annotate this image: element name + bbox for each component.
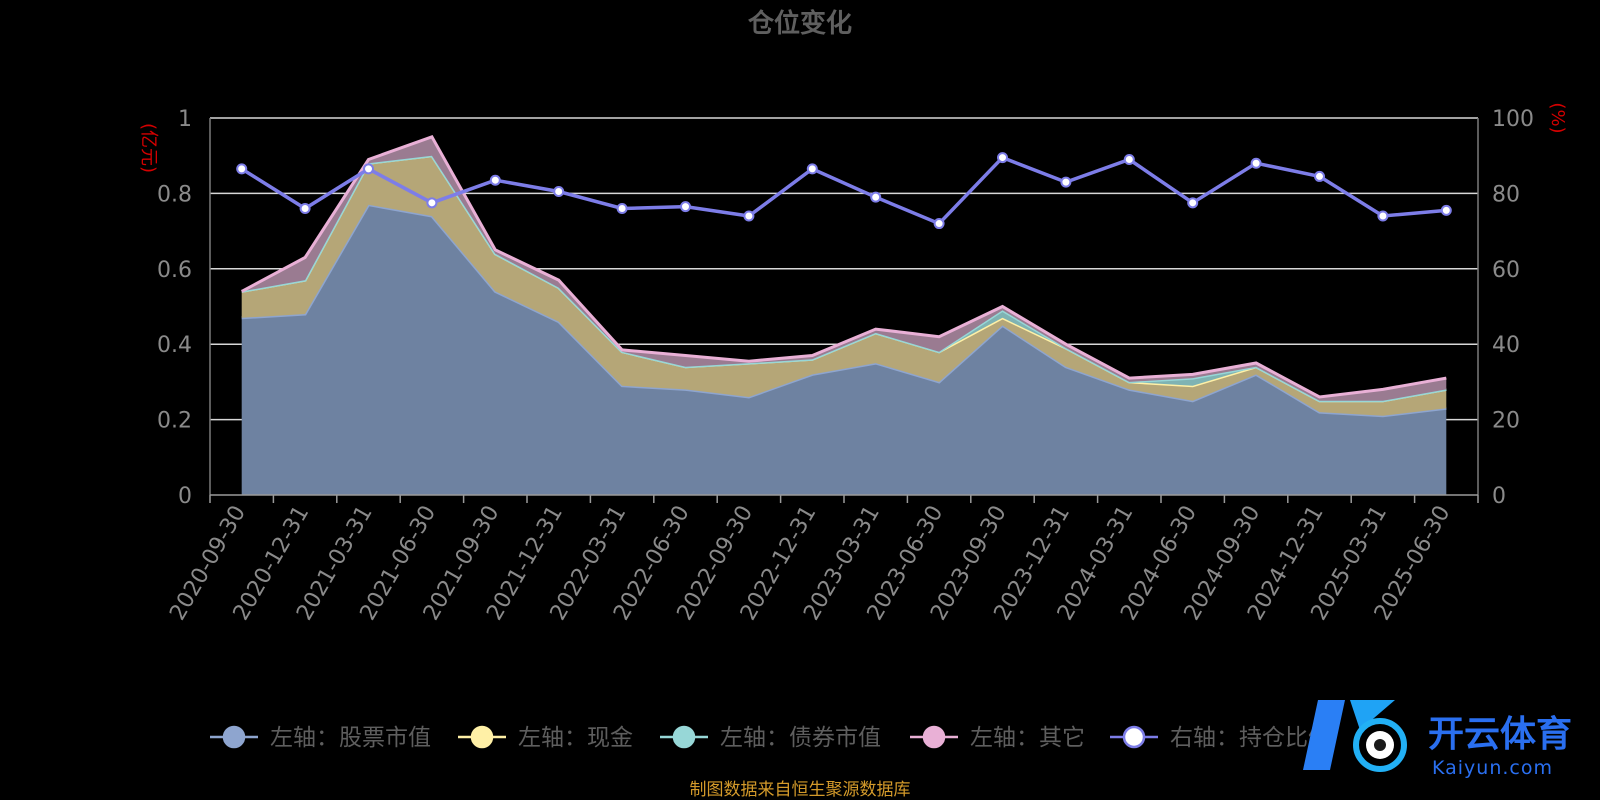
chart-title: 仓位变化: [747, 8, 852, 39]
legend-label: 左轴：现金: [518, 725, 633, 751]
kaiyun-logo-icon: K: [1303, 700, 1407, 772]
data-point[interactable]: [680, 201, 691, 213]
series-lines: [236, 152, 1452, 230]
legend-label: 左轴：股票市值: [270, 725, 431, 751]
y-left-tick-label: 0.4: [157, 333, 192, 358]
stacked-areas: [240, 134, 1447, 495]
data-point[interactable]: [236, 163, 248, 175]
y-left-tick-label: 0.8: [157, 182, 192, 207]
data-point[interactable]: [743, 210, 755, 222]
legend-item[interactable]: 右轴：持仓比例: [1110, 725, 1331, 751]
legend-marker-icon: [222, 725, 246, 749]
y-right-tick-label: 0: [1492, 484, 1506, 509]
legend-marker-icon: [922, 725, 946, 749]
line-右轴：持仓比例: [240, 155, 1447, 226]
y-right-tick-label: 60: [1492, 258, 1520, 283]
data-point[interactable]: [616, 202, 628, 214]
kaiyun-watermark: K 开云体育 Kaiyun.com: [1303, 700, 1572, 779]
legend-marker-icon: [470, 725, 494, 749]
y-left-tick-label: 0.6: [157, 258, 192, 283]
y-right-tick-label: 100: [1492, 107, 1534, 132]
data-point[interactable]: [363, 163, 374, 175]
data-point[interactable]: [933, 218, 945, 230]
data-point[interactable]: [806, 163, 818, 175]
watermark-text-cn: 开云体育: [1428, 714, 1572, 755]
watermark-text-en: Kaiyun.com: [1432, 757, 1553, 779]
source-note: 制图数据来自恒生聚源数据库: [690, 780, 911, 800]
legend-item[interactable]: 左轴：现金: [458, 725, 633, 751]
y-right-tick-label: 20: [1492, 409, 1520, 434]
legend-item[interactable]: 左轴：债券市值: [660, 725, 881, 751]
legend-item[interactable]: 左轴：其它: [910, 725, 1085, 751]
y-left-tick-label: 0.2: [157, 409, 192, 434]
data-point[interactable]: [870, 191, 882, 203]
area-line-左轴：其它: [240, 134, 1447, 399]
data-point[interactable]: [1060, 176, 1072, 188]
right-axis-unit: (%): [1547, 102, 1568, 133]
legend-label: 右轴：持仓比例: [1170, 725, 1331, 751]
data-point[interactable]: [1377, 210, 1389, 222]
data-point[interactable]: [1440, 204, 1452, 216]
data-point[interactable]: [1250, 157, 1262, 169]
legend-label: 左轴：债券市值: [720, 725, 881, 751]
y-right-tick-label: 40: [1492, 333, 1520, 358]
data-point[interactable]: [997, 152, 1008, 164]
area-左轴：股票市值: [241, 204, 1447, 495]
y-left-tick-label: 1: [178, 107, 192, 132]
area-左轴：现金: [241, 155, 1447, 416]
legend-label: 左轴：其它: [970, 725, 1085, 751]
left-axis-unit: (亿元): [138, 123, 159, 173]
data-point[interactable]: [1187, 197, 1199, 209]
y-right-tick-label: 80: [1492, 182, 1520, 207]
data-point[interactable]: [1314, 170, 1325, 182]
legend-marker-icon: [1122, 725, 1146, 749]
y-left-tick-label: 0: [178, 484, 192, 509]
data-point[interactable]: [426, 197, 438, 209]
data-point[interactable]: [299, 202, 311, 214]
legend: 左轴：股票市值 左轴：现金 左轴：债券市值 左轴：其它 右轴：持仓比例: [210, 725, 1331, 751]
data-point[interactable]: [1123, 153, 1135, 165]
data-point[interactable]: [553, 186, 565, 198]
legend-item[interactable]: 左轴：股票市值: [210, 725, 431, 751]
data-point[interactable]: [489, 174, 501, 186]
legend-marker-icon: [672, 725, 696, 749]
